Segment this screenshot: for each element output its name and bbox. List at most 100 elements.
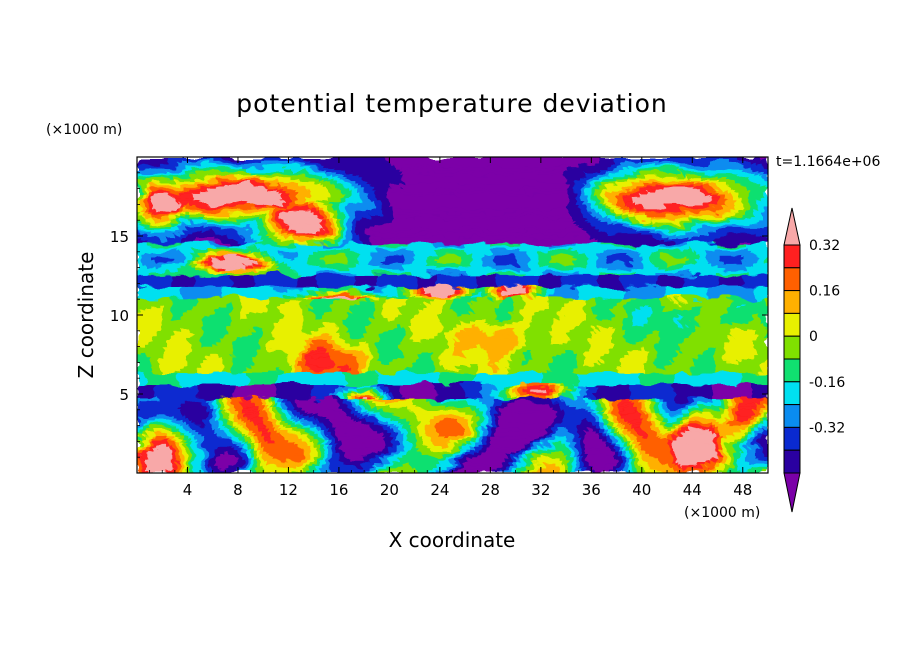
contour-cell [722, 455, 728, 460]
contour-cell [279, 191, 288, 195]
contour-cell [756, 415, 765, 420]
contour-cell [674, 392, 713, 397]
contour-cell [482, 401, 495, 405]
contour-cell [317, 461, 322, 465]
contour-cell [260, 464, 270, 468]
contour-cell [644, 409, 649, 414]
contour-cell [223, 332, 247, 336]
contour-cell [598, 418, 604, 422]
contour-cell [475, 283, 499, 287]
contour-cell [309, 205, 318, 210]
contour-cell [369, 317, 416, 322]
contour-cell [369, 343, 378, 348]
contour-cell [719, 450, 724, 454]
contour-cell [317, 441, 322, 445]
contour-cell [381, 429, 390, 434]
contour-cell [313, 300, 337, 305]
contour-cell [170, 452, 176, 457]
contour-cell [478, 424, 484, 428]
contour-cell [321, 464, 330, 468]
contour-cell [583, 363, 596, 368]
contour-cell [197, 240, 228, 244]
contour-cell [700, 315, 724, 319]
contour-cell [602, 401, 608, 405]
contour-cell [369, 363, 412, 368]
contour-cell [580, 435, 585, 440]
contour-cell [715, 243, 747, 247]
contour-cell [448, 458, 457, 463]
contour-cell [531, 355, 559, 359]
contour-cell [677, 352, 698, 356]
contour-cell [614, 214, 623, 218]
contour-cell [553, 409, 563, 414]
contour-cell [726, 452, 732, 457]
contour-cell [257, 240, 266, 244]
contour-cell [598, 360, 623, 365]
contour-cell [493, 398, 510, 402]
contour-cell [230, 401, 240, 405]
contour-cell [632, 461, 638, 465]
contour-cell [182, 237, 198, 241]
contour-cell [715, 191, 724, 195]
contour-cell [610, 429, 615, 434]
contour-cell [741, 424, 750, 428]
contour-cell [614, 208, 623, 213]
contour-cell [185, 231, 217, 236]
contour-cell [414, 444, 427, 448]
contour-cell [433, 358, 442, 362]
contour-cell [640, 335, 660, 339]
contour-cell [704, 412, 713, 417]
contour-cell [174, 467, 179, 471]
contour-cell [358, 202, 375, 207]
contour-cell [764, 254, 768, 259]
contour-cell [242, 303, 266, 307]
contour-cell [433, 392, 465, 397]
contour-cell [764, 300, 768, 305]
contour-cell [230, 280, 255, 284]
contour-cell [242, 432, 247, 437]
contour-cell [230, 283, 255, 287]
contour-cell [460, 254, 472, 259]
contour-cell [238, 406, 258, 411]
contour-cell [444, 315, 472, 319]
contour-cell [309, 260, 326, 264]
contour-cell [741, 418, 750, 422]
contour-cell [399, 168, 570, 172]
contour-cell [200, 337, 221, 342]
contour-cell [614, 340, 660, 345]
contour-cell [591, 174, 611, 178]
contour-cell [137, 185, 142, 190]
contour-cell [647, 317, 683, 322]
contour-cell [553, 424, 559, 428]
contour-cell [737, 452, 747, 457]
contour-cell [189, 312, 209, 316]
contour-cell [358, 392, 371, 397]
contour-cell [321, 421, 333, 425]
contour-cell [471, 418, 480, 422]
contour-cell [257, 464, 262, 468]
contour-cell [550, 363, 578, 368]
contour-cell [685, 260, 698, 264]
x-tick-label: 12 [279, 481, 298, 499]
contour-cell [756, 337, 768, 342]
contour-cell [354, 283, 378, 287]
contour-cell [647, 177, 690, 181]
contour-cell [272, 412, 277, 417]
contour-cell [722, 320, 743, 325]
contour-cell [347, 225, 356, 230]
contour-cell [242, 409, 262, 414]
contour-cell [722, 191, 732, 195]
contour-cell [392, 427, 401, 431]
contour-cell [245, 372, 277, 376]
contour-cell [407, 452, 424, 457]
contour-cell [414, 323, 442, 328]
contour-cell [242, 312, 258, 316]
contour-cell [486, 447, 521, 451]
contour-cell [482, 317, 499, 322]
contour-cell [647, 418, 653, 422]
contour-cell [553, 418, 563, 422]
contour-cell [204, 461, 209, 465]
contour-cell [632, 458, 638, 463]
contour-cell [591, 194, 596, 198]
contour-cell [339, 441, 386, 445]
